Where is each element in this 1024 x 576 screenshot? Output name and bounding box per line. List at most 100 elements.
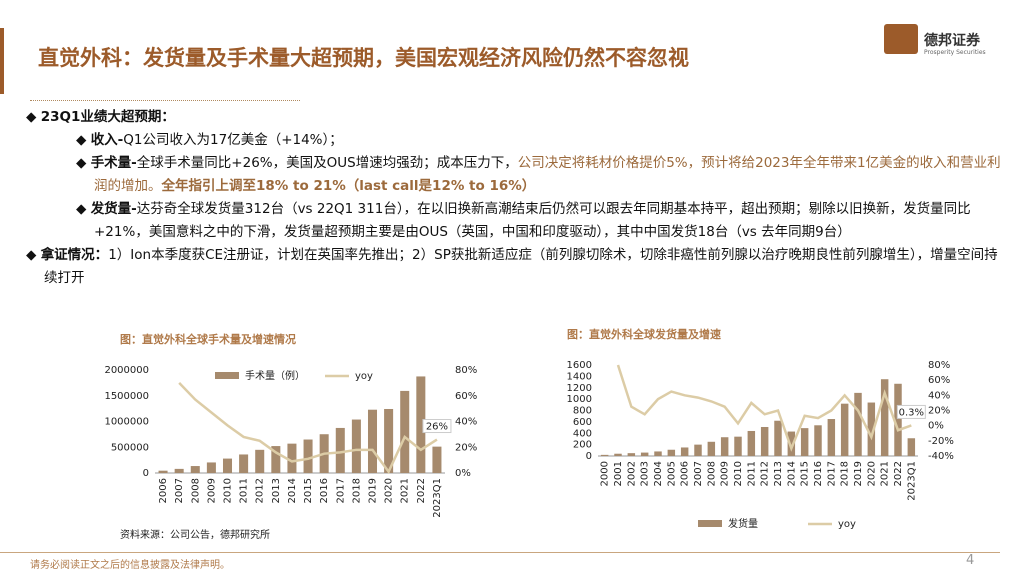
y-tick-label: 1500000 xyxy=(104,391,149,402)
paragraph: ◆ 收入-Q1公司收入为17亿美金（+14%）； xyxy=(26,129,1001,152)
x-tick-label: 2018 xyxy=(840,461,851,486)
y2-tick-label: 0% xyxy=(455,468,471,479)
logo-icon xyxy=(884,24,918,54)
bar xyxy=(667,449,676,456)
bar xyxy=(367,409,378,473)
chart-title: 图：直觉外科全球手术量及增速情况 xyxy=(120,332,296,346)
bar xyxy=(880,379,889,456)
bar xyxy=(416,376,426,473)
x-tick-label: 2013 xyxy=(271,478,282,503)
annotation: 0.3% xyxy=(899,407,924,418)
x-tick-label: 2007 xyxy=(693,461,704,486)
bar xyxy=(707,441,716,456)
x-tick-label: 2020 xyxy=(866,461,877,486)
y2-tick-label: 60% xyxy=(455,391,477,402)
x-tick-label: 2015 xyxy=(800,461,811,486)
x-tick-label: 2008 xyxy=(706,461,717,486)
logo-text: 德邦证券 xyxy=(924,33,980,49)
bar xyxy=(335,427,345,473)
bar xyxy=(827,419,836,456)
x-tick-label: 2017 xyxy=(826,461,837,486)
bar xyxy=(400,390,410,473)
x-tick-label: 2016 xyxy=(813,461,824,486)
bar xyxy=(814,425,822,456)
y-tick-label: 200 xyxy=(573,440,592,451)
text-run: 23Q1业绩大超预期： xyxy=(40,109,175,125)
text-run: 收入- xyxy=(90,132,124,148)
x-tick-label: 2004 xyxy=(653,461,664,486)
y2-tick-label: 0% xyxy=(928,421,944,432)
x-tick-label: 2019 xyxy=(368,478,379,503)
y-tick-label: 1000 xyxy=(567,394,592,405)
y2-tick-label: 80% xyxy=(455,365,477,376)
x-tick-label: 2010 xyxy=(733,461,744,486)
footer-line xyxy=(0,552,1000,553)
x-tick-label: 2000 xyxy=(600,461,611,486)
y-tick-label: 500000 xyxy=(111,442,149,453)
y2-tick-label: 20% xyxy=(928,406,950,417)
y2-tick-label: -40% xyxy=(928,451,954,462)
bullet: ◆ xyxy=(26,247,41,263)
bar xyxy=(190,466,200,473)
x-tick-label: 2007 xyxy=(174,478,185,503)
legend-label: 发货量 xyxy=(728,517,758,530)
text-run: 全年指引上调至18% to 21%（last call是12% to 16%） xyxy=(161,178,536,194)
x-tick-label: 2010 xyxy=(223,478,234,503)
y2-tick-label: -20% xyxy=(928,436,954,447)
bar xyxy=(600,454,609,456)
bar xyxy=(287,443,297,473)
body-text: ◆ 23Q1业绩大超预期： ◆ 收入-Q1公司收入为17亿美金（+14%）； ◆ 手… xyxy=(26,106,1001,290)
x-tick-label: 2021 xyxy=(400,478,411,503)
chart-title: 图：直觉外科全球发货量及增速 xyxy=(567,327,721,341)
disclaimer: 请务必阅读正文之后的信息披露及法律声明。 xyxy=(30,560,230,571)
x-tick-label: 2008 xyxy=(190,478,201,503)
bar xyxy=(734,436,742,456)
text-run: 拿证情况： xyxy=(40,247,109,263)
x-tick-label: 2019 xyxy=(853,461,864,486)
bar xyxy=(206,462,216,473)
y-tick-label: 0 xyxy=(586,451,592,462)
x-tick-label: 2012 xyxy=(760,461,771,486)
text-run: Q1公司收入为17亿美金（+14%）； xyxy=(123,132,343,148)
y-tick-label: 1000000 xyxy=(104,417,149,428)
legend-swatch xyxy=(698,520,722,527)
x-tick-label: 2009 xyxy=(206,478,217,503)
bar xyxy=(271,446,281,473)
y2-tick-label: 20% xyxy=(455,442,477,453)
x-tick-label: 2003 xyxy=(640,461,651,486)
bullet: ◆ xyxy=(76,201,91,217)
annotation: 26% xyxy=(426,422,448,433)
y-tick-label: 800 xyxy=(573,406,592,417)
bar xyxy=(800,428,809,456)
bar xyxy=(640,452,649,456)
y-tick-label: 1600 xyxy=(567,360,592,371)
bar xyxy=(680,447,689,456)
legend-swatch xyxy=(215,372,239,379)
x-tick-label: 2022 xyxy=(416,478,427,503)
y2-tick-label: 40% xyxy=(455,417,477,428)
legend-label: yoy xyxy=(355,371,373,382)
x-tick-label: 2018 xyxy=(351,478,362,503)
bar xyxy=(351,419,361,473)
x-tick-label: 2022 xyxy=(893,461,904,486)
text-run: 全球手术量同比+26%，美国及OUS增速均强劲；成本压力下， xyxy=(136,155,518,171)
bar xyxy=(614,453,622,456)
bar xyxy=(867,402,876,456)
annotation-box xyxy=(422,419,452,434)
slide-title: 直觉外科：发货量及手术量大超预期，美国宏观经济风险仍然不容忽视 xyxy=(38,46,689,70)
bar xyxy=(627,453,636,456)
source: 资料来源：公司公告，德邦研究所 xyxy=(120,528,270,541)
y2-tick-label: 80% xyxy=(928,360,950,371)
text-run: 1）Ion本季度获CE注册证，计划在英国率先推出；2）SP获批新适应症（前列腺切… xyxy=(44,247,998,286)
accent-bar xyxy=(0,28,4,94)
bar xyxy=(384,408,394,473)
bar xyxy=(760,426,769,456)
x-tick-label: 2017 xyxy=(335,478,346,503)
bullet: ◆ xyxy=(76,132,91,148)
line xyxy=(616,364,912,452)
x-tick-label: 2002 xyxy=(626,461,637,486)
y-tick-label: 0 xyxy=(143,468,149,479)
y2-tick-label: 60% xyxy=(928,375,950,386)
